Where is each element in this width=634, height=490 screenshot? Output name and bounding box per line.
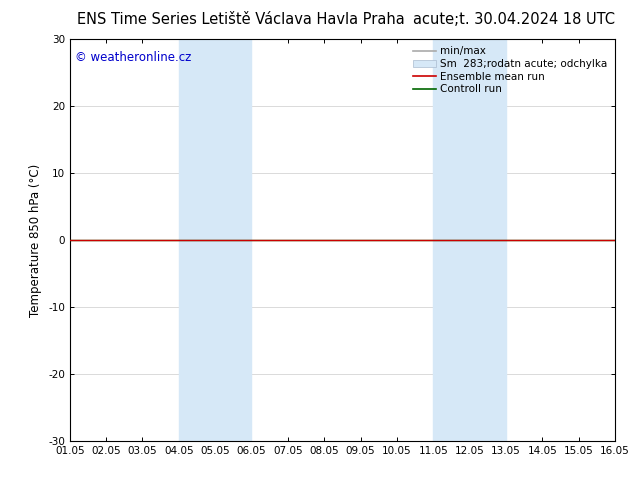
Bar — [433, 39, 506, 441]
Text: © weatheronline.cz: © weatheronline.cz — [75, 51, 191, 64]
Y-axis label: Temperature 850 hPa (°C): Temperature 850 hPa (°C) — [29, 164, 42, 317]
Legend: min/max, Sm  283;rodatn acute; odchylka, Ensemble mean run, Controll run: min/max, Sm 283;rodatn acute; odchylka, … — [411, 45, 610, 97]
Bar — [179, 39, 252, 441]
Text: ENS Time Series Letiště Václava Havla Praha: ENS Time Series Letiště Václava Havla Pr… — [77, 12, 404, 27]
Text: acute;t. 30.04.2024 18 UTC: acute;t. 30.04.2024 18 UTC — [413, 12, 615, 27]
